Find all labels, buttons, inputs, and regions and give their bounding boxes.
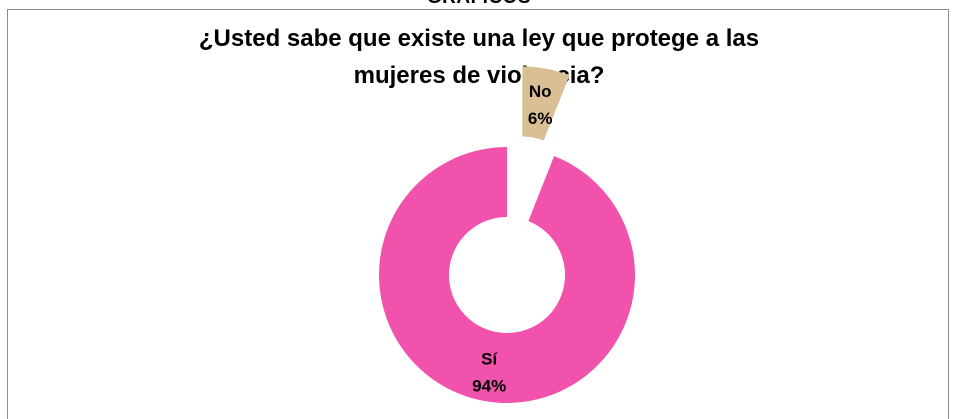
- slice-label-category: No: [529, 82, 552, 101]
- labels-layer: No 6% Sí 94%: [472, 82, 552, 395]
- slice-label-percent: 94%: [472, 376, 506, 395]
- donut-slice-s-: [378, 147, 635, 403]
- slice-label-percent: 6%: [528, 109, 553, 128]
- slices-layer: [378, 66, 635, 403]
- slice-label-category: Sí: [481, 349, 498, 368]
- section-header: GRÁFICOS: [0, 0, 958, 8]
- donut-slice-no: [522, 66, 570, 141]
